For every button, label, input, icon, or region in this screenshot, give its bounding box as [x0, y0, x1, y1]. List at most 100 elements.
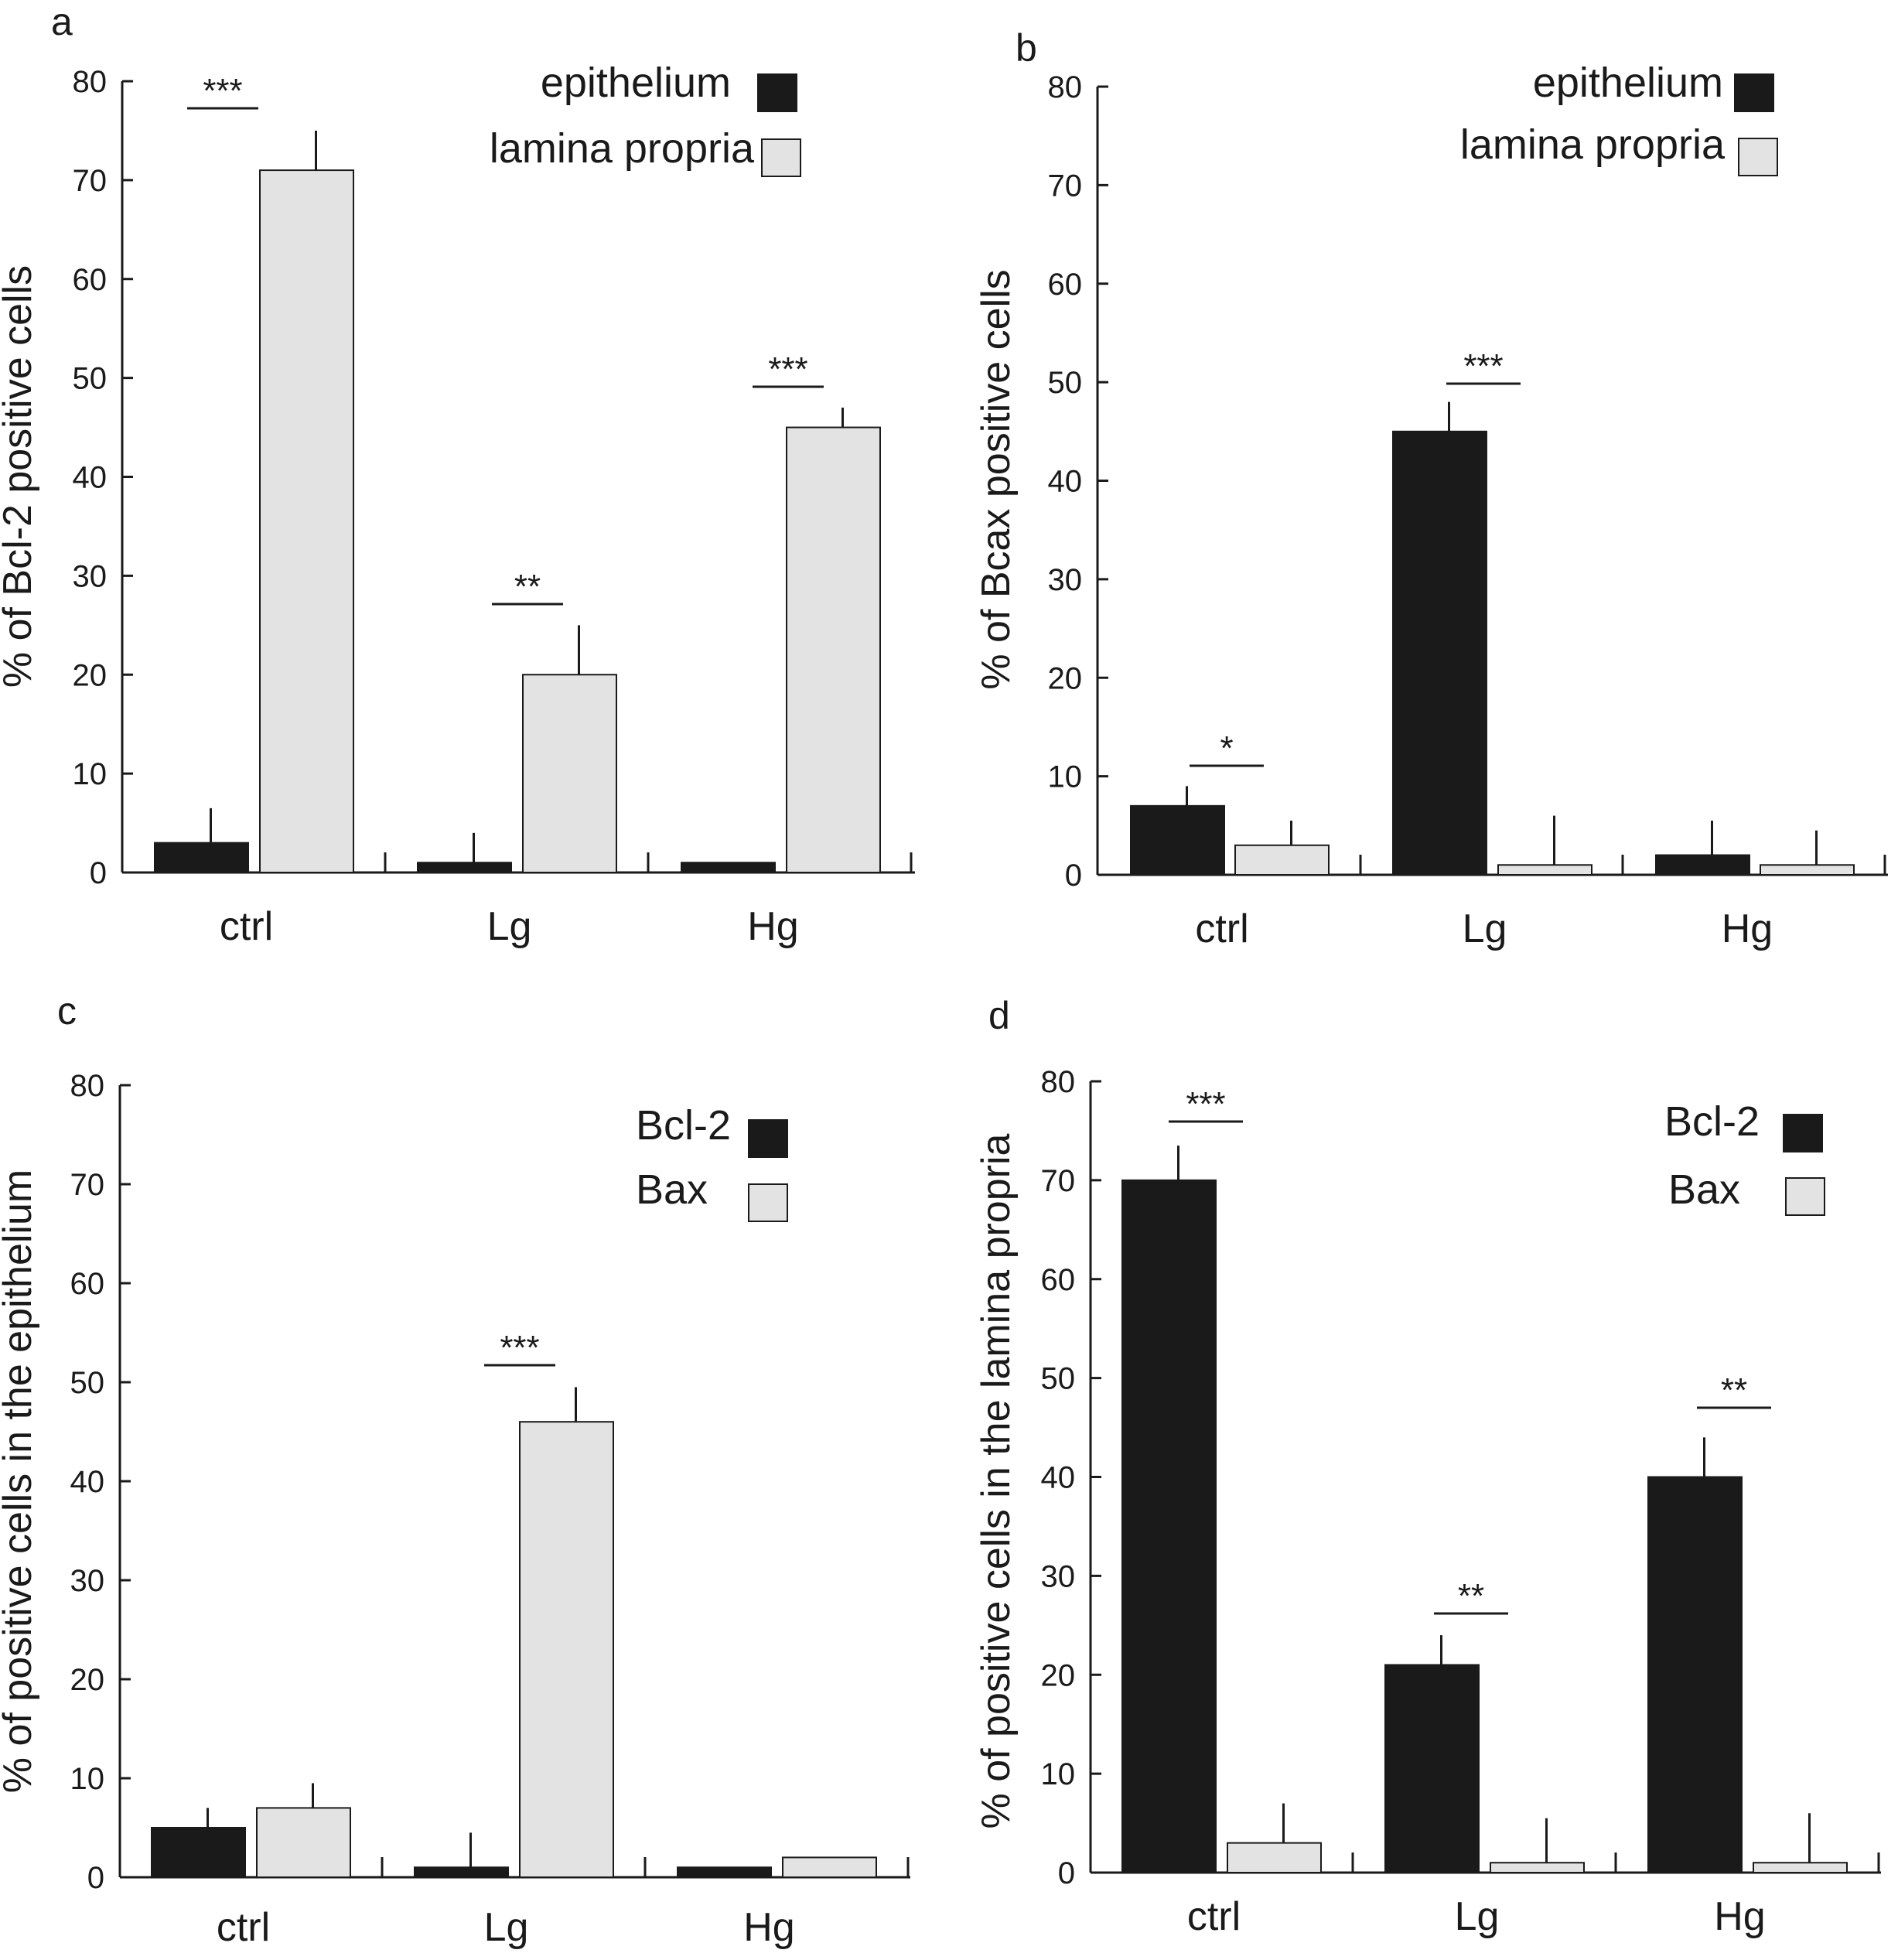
category-label-hg: Hg [1714, 1894, 1765, 1939]
y-tick-label: 40 [73, 461, 108, 495]
category-label-lg: Lg [1463, 907, 1507, 951]
bar-lamina-propria-ctrl [259, 169, 354, 873]
category-label-ctrl: ctrl [220, 904, 273, 949]
y-tick-label: 40 [1041, 1461, 1076, 1495]
legend-label: Bcl-2 [636, 1102, 731, 1149]
legend-swatch [1738, 138, 1778, 176]
bar-lamina-propria-lg [1497, 864, 1592, 876]
bar-bcl-2-hg [1647, 1476, 1743, 1873]
category-label-hg: Hg [747, 904, 798, 949]
category-label-ctrl: ctrl [1195, 907, 1248, 951]
legend-label: epithelium [1533, 60, 1723, 106]
y-tick-label: 80 [73, 65, 108, 99]
legend-label: epithelium [541, 60, 731, 106]
category-label-ctrl: ctrl [1187, 1894, 1241, 1939]
legend-label: Bax [636, 1166, 708, 1213]
y-tick-label: 40 [70, 1465, 105, 1499]
bar-lamina-propria-hg [786, 426, 881, 873]
legend-swatch [761, 138, 801, 177]
legend-label: lamina propria [490, 125, 755, 172]
y-tick-label: 70 [70, 1168, 105, 1202]
y-tick-label: 0 [90, 856, 107, 890]
legend-label: Bax [1668, 1166, 1740, 1213]
bar-epithelium-ctrl [154, 842, 249, 873]
category-label-lg: Lg [1455, 1894, 1500, 1939]
significance-marker: *** [500, 1329, 539, 1367]
bar-epithelium-hg [681, 862, 776, 874]
panel-label: d [988, 994, 1010, 1037]
panel-c: c % of positive cells in the epithelium 0 1… [0, 989, 910, 1950]
significance-marker: *** [768, 350, 807, 388]
y-tick-label: 80 [70, 1069, 105, 1103]
significance-marker: ** [1721, 1371, 1747, 1409]
y-tick-label: 50 [1048, 366, 1083, 400]
bar-epithelium-lg [1392, 430, 1487, 876]
panel-a: a % of Bcl-2 positive cells 0 10 20 30 40 50 60 7… [0, 0, 915, 949]
y-tick-label: 60 [1048, 268, 1083, 302]
bar-bax-lg [1490, 1862, 1585, 1873]
bar-bcl-2-lg [1384, 1664, 1480, 1873]
bar-bax-ctrl [1227, 1842, 1322, 1873]
y-tick-label: 30 [73, 559, 108, 593]
y-tick-label: 0 [87, 1861, 104, 1895]
legend-swatch [748, 1183, 788, 1222]
panel-d: d % of positive cells in the lamina propr… [974, 994, 1881, 1939]
y-tick-label: 80 [1048, 70, 1083, 104]
bar-lamina-propria-lg [522, 674, 617, 873]
legend-label: lamina propria [1460, 121, 1726, 168]
y-tick-label: 30 [70, 1564, 105, 1598]
y-tick-label: 0 [1058, 1856, 1075, 1890]
bar-bax-hg [782, 1856, 877, 1878]
y-tick-label: 70 [1048, 169, 1083, 203]
y-tick-label: 20 [1041, 1658, 1076, 1692]
panel-label: b [1016, 26, 1037, 70]
legend: Bcl-2 Bax [1664, 1098, 1825, 1216]
y-tick-label: 20 [73, 658, 108, 692]
bar-epithelium-hg [1655, 854, 1750, 876]
y-tick-label: 60 [73, 263, 108, 297]
y-tick-label: 50 [70, 1366, 105, 1400]
bar-epithelium-lg [417, 862, 512, 874]
y-tick-label: 20 [70, 1663, 105, 1697]
category-label-lg: Lg [484, 1905, 529, 1950]
legend-swatch [757, 73, 797, 112]
significance-marker: *** [1463, 347, 1503, 385]
category-label-hg: Hg [1722, 907, 1773, 951]
y-tick-label: 10 [1048, 760, 1083, 794]
panel-b: b % of Bcax positive cells 0 10 20 30 40 50 60 70… [974, 26, 1888, 951]
category-label-hg: Hg [743, 1905, 794, 1950]
y-axis-title: % of positive cells in the epithelium [0, 1170, 40, 1793]
panel-label: c [57, 989, 77, 1033]
legend-swatch [748, 1119, 788, 1158]
legend: epithelium lamina propria [1460, 60, 1778, 176]
y-axis-title: % of Bcl-2 positive cells [0, 265, 40, 688]
bar-lamina-propria-hg [1760, 864, 1855, 876]
significance-marker: *** [1186, 1085, 1225, 1123]
bar-bax-lg [519, 1421, 614, 1878]
y-tick-label: 60 [1041, 1263, 1076, 1297]
y-tick-label: 60 [70, 1267, 105, 1301]
y-tick-label: 30 [1048, 563, 1083, 597]
panel-label: a [51, 0, 73, 43]
significance-marker: ** [514, 568, 541, 606]
bar-bax-hg [1753, 1862, 1848, 1873]
category-label-lg: Lg [487, 904, 532, 949]
legend: epithelium lamina propria [490, 60, 801, 177]
legend-label: Bcl-2 [1664, 1098, 1760, 1145]
bar-epithelium-ctrl [1130, 804, 1225, 876]
y-tick-label: 40 [1048, 465, 1083, 499]
y-axis-title: % of positive cells in the lamina propri… [974, 1133, 1019, 1829]
bar-bcl-2-ctrl [151, 1827, 246, 1878]
legend-swatch [1783, 1114, 1823, 1152]
y-tick-label: 50 [1041, 1362, 1076, 1396]
legend: Bcl-2 Bax [636, 1102, 788, 1222]
bar-bcl-2-hg [677, 1866, 772, 1878]
y-tick-label: 30 [1041, 1559, 1076, 1593]
y-tick-label: 0 [1065, 859, 1082, 893]
y-tick-label: 10 [1041, 1757, 1076, 1791]
bar-lamina-propria-ctrl [1234, 844, 1330, 876]
bar-bcl-2-ctrl [1121, 1179, 1217, 1873]
bar-bax-ctrl [256, 1807, 351, 1878]
legend-swatch [1785, 1177, 1825, 1216]
